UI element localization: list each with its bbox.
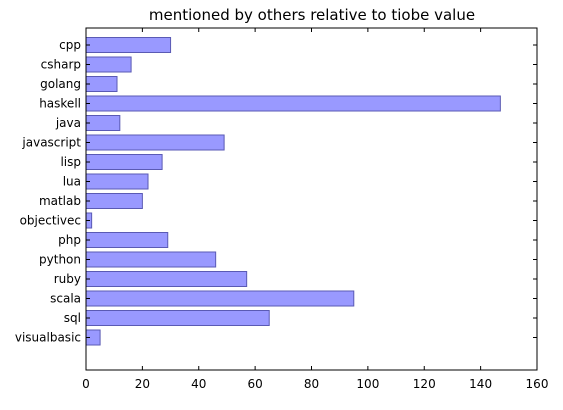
bar-php xyxy=(85,232,169,248)
y-tick-label-lua: lua xyxy=(63,175,81,189)
bar-javascript xyxy=(85,134,225,151)
y-tick-labels: cpp csharp golang haskell java javascript lisp… xyxy=(15,38,81,345)
y-tick-label-csharp: csharp xyxy=(41,58,81,72)
bar-csharp xyxy=(85,56,132,73)
x-tick-label-120: 120 xyxy=(413,377,436,391)
x-tick-labels: 0 20 40 60 80 100 120 140 160 xyxy=(82,377,548,391)
bar-java xyxy=(85,115,121,131)
y-tick-label-ruby: ruby xyxy=(54,272,81,286)
bar-matlab xyxy=(85,193,143,209)
bar-golang xyxy=(85,76,118,92)
bar-scala xyxy=(85,290,355,307)
x-tick-label-80: 80 xyxy=(304,377,319,391)
y-tick-label-objectivec: objectivec xyxy=(20,214,81,228)
x-tick-label-40: 40 xyxy=(191,377,206,391)
bar-haskell xyxy=(85,95,501,112)
bar-python xyxy=(85,251,217,268)
y-tick-label-lisp: lisp xyxy=(60,155,81,169)
bar-cpp xyxy=(85,37,172,53)
bar-sql xyxy=(85,310,270,326)
y-tick-label-php: php xyxy=(58,233,81,247)
y-tick-label-javascript: javascript xyxy=(21,136,81,150)
bar-lua xyxy=(85,173,149,190)
y-tick-label-python: python xyxy=(39,253,81,267)
x-tick-label-20: 20 xyxy=(135,377,150,391)
bar-lisp xyxy=(85,154,163,170)
x-tick-label-0: 0 xyxy=(82,377,90,391)
y-tick-label-matlab: matlab xyxy=(39,194,81,208)
chart-title: mentioned by others relative to tiobe va… xyxy=(149,6,475,24)
x-tick-label-160: 160 xyxy=(526,377,549,391)
y-tick-label-java: java xyxy=(55,116,81,130)
plot-frame xyxy=(85,27,538,371)
y-tick-label-sql: sql xyxy=(64,311,81,325)
y-tick-label-visualbasic: visualbasic xyxy=(15,331,81,345)
y-tick-label-haskell: haskell xyxy=(39,97,81,111)
y-tick-label-golang: golang xyxy=(40,77,81,91)
x-tick-label-140: 140 xyxy=(469,377,492,391)
y-tick-label-cpp: cpp xyxy=(59,38,81,52)
x-tick-label-100: 100 xyxy=(356,377,379,391)
y-tick-label-scala: scala xyxy=(50,292,81,306)
bar-ruby xyxy=(85,271,248,287)
bars-group xyxy=(85,37,501,346)
x-tick-label-60: 60 xyxy=(247,377,262,391)
